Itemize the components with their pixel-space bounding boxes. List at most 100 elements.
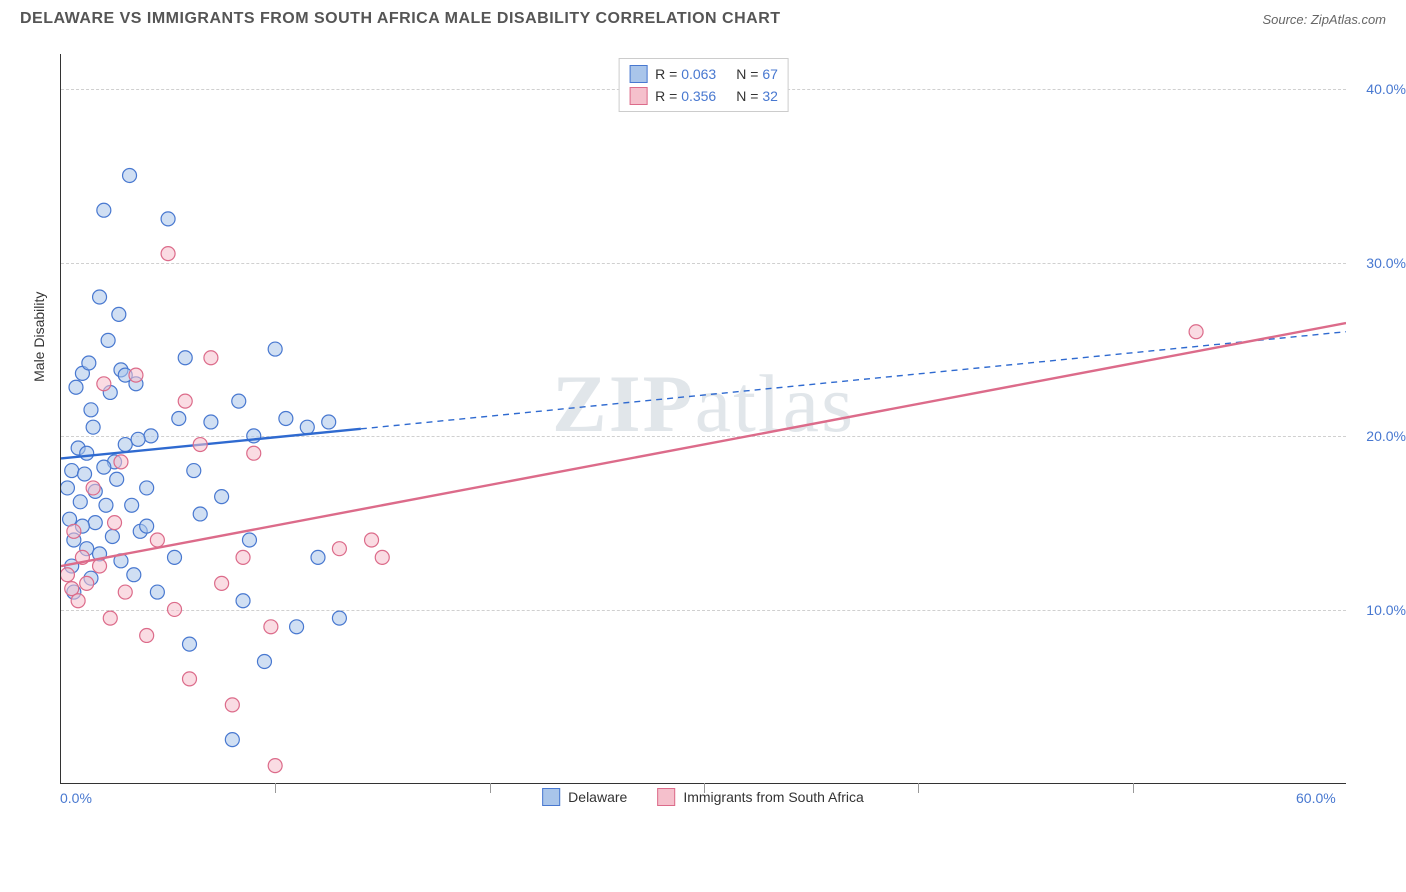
data-point	[332, 611, 346, 625]
data-point	[232, 394, 246, 408]
data-point	[97, 203, 111, 217]
data-point	[99, 498, 113, 512]
data-point	[193, 507, 207, 521]
data-point	[168, 550, 182, 564]
x-tick	[275, 783, 276, 793]
data-point	[97, 377, 111, 391]
legend-swatch	[657, 788, 675, 806]
data-point	[103, 611, 117, 625]
x-tick-label: 0.0%	[60, 790, 92, 806]
data-point	[125, 498, 139, 512]
data-point	[204, 415, 218, 429]
data-point	[84, 403, 98, 417]
data-point	[86, 481, 100, 495]
data-point	[187, 464, 201, 478]
data-point	[131, 432, 145, 446]
data-point	[236, 550, 250, 564]
data-point	[93, 559, 107, 573]
data-point	[204, 351, 218, 365]
legend-series-item: Immigrants from South Africa	[657, 788, 864, 806]
data-point	[290, 620, 304, 634]
data-point	[71, 594, 85, 608]
data-point	[247, 446, 261, 460]
source-attribution: Source: ZipAtlas.com	[1262, 12, 1386, 27]
data-point	[140, 628, 154, 642]
regression-line	[61, 429, 361, 459]
legend-swatch	[542, 788, 560, 806]
legend-n-value: N = 67	[736, 66, 778, 82]
regression-line-extrapolated	[361, 332, 1346, 429]
legend-series-item: Delaware	[542, 788, 627, 806]
data-point	[279, 412, 293, 426]
data-point	[168, 602, 182, 616]
y-tick-label: 20.0%	[1366, 428, 1406, 444]
data-point	[236, 594, 250, 608]
data-point	[332, 542, 346, 556]
data-point	[150, 533, 164, 547]
chart-header: DELAWARE VS IMMIGRANTS FROM SOUTH AFRICA…	[0, 0, 1406, 34]
data-point	[242, 533, 256, 547]
data-point	[65, 464, 79, 478]
y-tick-label: 10.0%	[1366, 602, 1406, 618]
data-point	[268, 342, 282, 356]
data-point	[82, 356, 96, 370]
data-point	[118, 438, 132, 452]
legend-series-label: Delaware	[568, 789, 627, 805]
data-point	[118, 585, 132, 599]
data-point	[183, 672, 197, 686]
data-point	[178, 351, 192, 365]
legend-stat-row: R = 0.356 N = 32	[629, 85, 778, 107]
data-point	[129, 368, 143, 382]
y-axis-title: Male Disability	[31, 291, 47, 381]
legend-stats: R = 0.063N = 67 R = 0.356 N = 32	[618, 58, 789, 112]
data-point	[86, 420, 100, 434]
data-point	[110, 472, 124, 486]
data-point	[123, 169, 137, 183]
y-tick-label: 30.0%	[1366, 255, 1406, 271]
data-point	[193, 438, 207, 452]
legend-r-value: R = 0.356	[655, 88, 716, 104]
legend-swatch	[629, 65, 647, 83]
data-point	[108, 516, 122, 530]
data-point	[183, 637, 197, 651]
data-point	[311, 550, 325, 564]
data-point	[215, 490, 229, 504]
data-point	[78, 467, 92, 481]
data-point	[257, 655, 271, 669]
chart-container: Male Disability ZIPatlas R = 0.063N = 67…	[20, 34, 1386, 844]
data-point	[264, 620, 278, 634]
x-tick	[918, 783, 919, 793]
data-point	[140, 519, 154, 533]
data-point	[375, 550, 389, 564]
chart-title: DELAWARE VS IMMIGRANTS FROM SOUTH AFRICA…	[20, 10, 781, 28]
data-point	[144, 429, 158, 443]
plot-area: Male Disability ZIPatlas R = 0.063N = 67…	[60, 54, 1346, 784]
data-point	[97, 460, 111, 474]
y-tick-label: 40.0%	[1366, 81, 1406, 97]
data-point	[93, 290, 107, 304]
data-point	[112, 307, 126, 321]
data-point	[322, 415, 336, 429]
data-point	[150, 585, 164, 599]
legend-stat-row: R = 0.063N = 67	[629, 63, 778, 85]
data-point	[61, 568, 74, 582]
x-tick	[1133, 783, 1134, 793]
data-point	[80, 446, 94, 460]
data-point	[268, 759, 282, 773]
data-point	[172, 412, 186, 426]
legend-n-value: N = 32	[736, 88, 778, 104]
legend-series-label: Immigrants from South Africa	[683, 789, 864, 805]
data-point	[61, 481, 74, 495]
data-point	[1189, 325, 1203, 339]
data-point	[127, 568, 141, 582]
data-point	[161, 212, 175, 226]
x-tick-label: 60.0%	[1296, 790, 1336, 806]
data-point	[114, 455, 128, 469]
data-point	[73, 495, 87, 509]
data-point	[178, 394, 192, 408]
data-point	[140, 481, 154, 495]
data-point	[300, 420, 314, 434]
legend-swatch	[629, 87, 647, 105]
data-point	[80, 576, 94, 590]
regression-line	[61, 323, 1346, 566]
